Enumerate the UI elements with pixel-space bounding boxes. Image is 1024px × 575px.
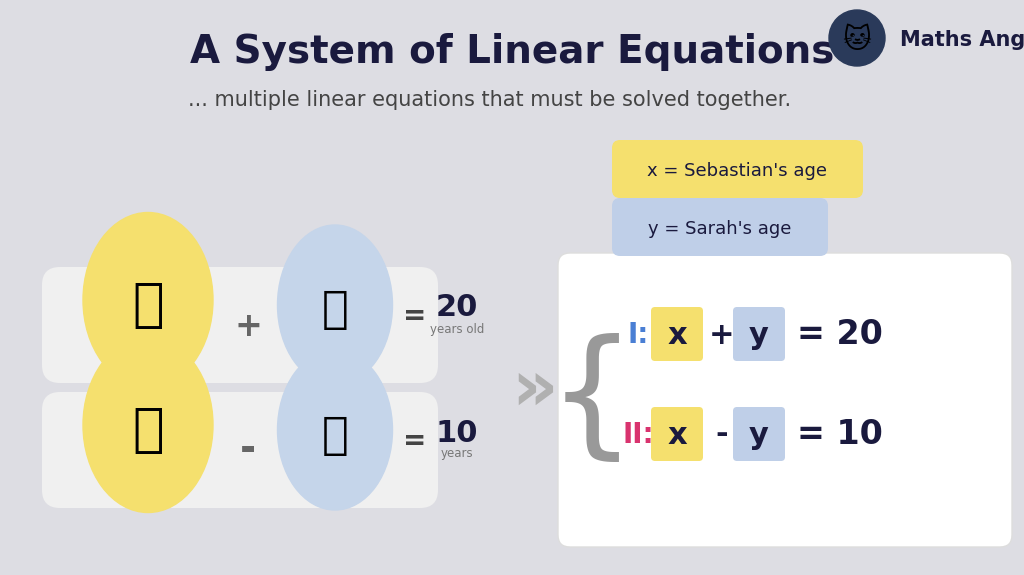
Text: 👩: 👩	[132, 404, 164, 456]
Ellipse shape	[83, 213, 213, 388]
Text: +: +	[710, 320, 735, 350]
Text: = 20: = 20	[797, 319, 883, 351]
Text: A System of Linear Equations: A System of Linear Equations	[189, 33, 835, 71]
FancyBboxPatch shape	[651, 407, 703, 461]
Text: x: x	[668, 320, 687, 350]
Ellipse shape	[278, 225, 392, 385]
Text: Maths Angel: Maths Angel	[900, 30, 1024, 50]
Text: x: x	[668, 420, 687, 450]
Text: years old: years old	[430, 324, 484, 336]
Text: = 10: = 10	[797, 419, 883, 451]
Text: y = Sarah's age: y = Sarah's age	[648, 220, 792, 238]
Circle shape	[829, 10, 885, 66]
Text: 10: 10	[436, 419, 478, 447]
Text: ... multiple linear equations that must be solved together.: ... multiple linear equations that must …	[188, 90, 792, 110]
Text: I:: I:	[628, 321, 648, 349]
FancyBboxPatch shape	[612, 198, 828, 256]
Text: y: y	[750, 420, 769, 450]
Text: =: =	[403, 302, 427, 330]
Text: years: years	[440, 447, 473, 459]
Ellipse shape	[83, 338, 213, 512]
Text: 👩: 👩	[132, 279, 164, 331]
Text: 20: 20	[436, 293, 478, 323]
Text: 👧: 👧	[322, 413, 348, 457]
FancyBboxPatch shape	[733, 307, 785, 361]
Text: =: =	[403, 427, 427, 455]
FancyBboxPatch shape	[612, 140, 863, 198]
FancyBboxPatch shape	[42, 267, 438, 383]
Text: -: -	[716, 420, 728, 450]
Text: +: +	[234, 309, 262, 343]
FancyBboxPatch shape	[651, 307, 703, 361]
Text: {: {	[548, 332, 636, 467]
Text: x = Sebastian's age: x = Sebastian's age	[647, 162, 827, 180]
Ellipse shape	[278, 350, 392, 510]
Text: -: -	[240, 431, 256, 469]
FancyBboxPatch shape	[733, 407, 785, 461]
Text: »: »	[512, 355, 558, 424]
FancyBboxPatch shape	[42, 392, 438, 508]
FancyBboxPatch shape	[558, 253, 1012, 547]
Text: 👧: 👧	[322, 289, 348, 332]
Text: y: y	[750, 320, 769, 350]
Text: II:: II:	[623, 421, 653, 449]
Text: 🐱: 🐱	[843, 26, 871, 54]
